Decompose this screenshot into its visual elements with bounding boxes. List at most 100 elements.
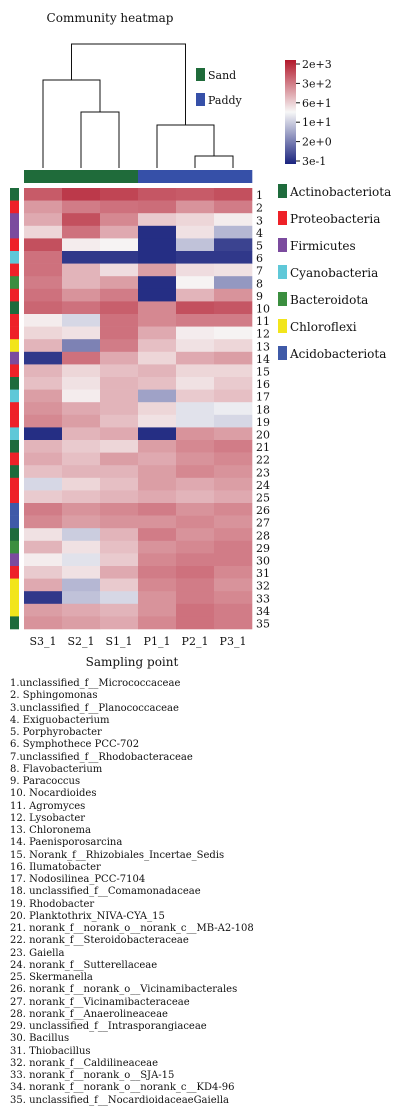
heatmap-cell: [100, 414, 139, 428]
row-label: 19: [256, 416, 270, 429]
phylum-bar-cell: [10, 326, 19, 340]
otu-list-item: 10. Nocardioides: [10, 788, 97, 800]
heatmap-cell: [24, 263, 63, 277]
heatmap-cell: [24, 490, 63, 504]
row-label: 11: [256, 315, 270, 328]
phylum-legend: Actinobacteriota Proteobacteria Firmicutes…: [278, 184, 391, 361]
color-scale-label: 3e-1: [302, 155, 326, 168]
otu-list-item: 23. Gaiella: [10, 947, 65, 959]
phylum-bar-cell: [10, 251, 19, 264]
phylum-bar-cell: [10, 465, 19, 479]
heatmap-cell: [138, 263, 177, 277]
heatmap-cell: [24, 389, 63, 403]
heatmap-cell: [62, 339, 101, 353]
heatmap-cell: [214, 251, 253, 264]
heatmap-cell: [176, 200, 215, 214]
row-phylum-bar: [10, 188, 19, 630]
otu-list-item: 1.unclassified_f__Micrococcaceae: [10, 678, 181, 689]
column-label: P1_1: [144, 635, 171, 648]
heatmap-cell: [100, 377, 139, 390]
heatmap-cell: [24, 377, 63, 390]
phylum-legend-swatch: [278, 238, 287, 252]
heatmap-cell: [214, 188, 253, 201]
phylum-legend-label: Cyanobacteria: [290, 266, 378, 280]
otu-list-item: 34. norank_f__norank_o__norank_c__KD4-96: [10, 1082, 235, 1094]
heatmap-cell: [62, 351, 101, 365]
column-label: S2_1: [67, 635, 94, 648]
otu-list-item: 3.unclassified_f__Planococcaceae: [10, 702, 179, 714]
column-labels: S3_1 S2_1 S1_1 P1_1 P2_1 P3_1: [29, 635, 246, 648]
heatmap-cell: [24, 225, 63, 239]
row-label: 28: [256, 529, 270, 542]
heatmap-cell: [214, 276, 253, 290]
legend-label: Paddy: [208, 94, 243, 107]
otu-list-item: 30. Bacillus: [10, 1033, 70, 1045]
phylum-bar-cell: [10, 351, 19, 365]
heatmap-cell: [214, 200, 253, 214]
heatmap-cell: [138, 616, 177, 630]
phylum-bar-cell: [10, 528, 19, 542]
heatmap-cell: [176, 377, 215, 390]
heatmap-cell: [24, 427, 63, 441]
phylum-bar-cell: [10, 377, 19, 390]
phylum-bar-cell: [10, 490, 19, 504]
heatmap-cell: [176, 452, 215, 466]
heatmap-cell: [62, 402, 101, 416]
phylum-bar-cell: [10, 288, 19, 302]
row-label: 10: [256, 303, 270, 316]
otu-list-item: 26. norank_f__norank_o__Vicinamibacteral…: [10, 984, 238, 996]
row-label: 26: [256, 504, 270, 517]
heatmap-cell: [138, 339, 177, 353]
heatmap-cell: [176, 477, 215, 491]
heatmap-cell: [138, 314, 177, 327]
heatmap-cell: [24, 528, 63, 542]
heatmap-cell: [24, 326, 63, 340]
heatmap-cell: [176, 503, 215, 516]
heatmap-cell: [176, 515, 215, 529]
heatmap-cell: [100, 389, 139, 403]
heatmap-cell: [138, 465, 177, 479]
phylum-bar-cell: [10, 225, 19, 239]
phylum-bar-cell: [10, 200, 19, 214]
otu-list-item: 11. Agromyces: [10, 800, 86, 812]
heatmap-cell: [176, 490, 215, 504]
heatmap-cell: [138, 301, 177, 315]
phylum-bar-cell: [10, 553, 19, 567]
phylum-bar-cell: [10, 188, 19, 201]
heatmap-cell: [24, 276, 63, 290]
heatmap-cell: [24, 288, 63, 302]
heatmap-cell: [100, 339, 139, 353]
row-label: 29: [256, 542, 270, 555]
heatmap-cell: [214, 288, 253, 302]
otu-list-item: 8. Flavobacterium: [10, 763, 103, 775]
row-label: 14: [256, 353, 270, 366]
heatmap-cell: [62, 427, 101, 441]
phylum-bar-cell: [10, 414, 19, 428]
column-dendrogram: [42, 43, 234, 168]
heatmap-cell: [62, 251, 101, 264]
heatmap-cell: [100, 276, 139, 290]
heatmap-cell: [176, 314, 215, 327]
group-bar-cell: [138, 170, 177, 183]
column-label: S1_1: [105, 635, 132, 648]
heatmap-cell: [176, 389, 215, 403]
heatmap-cell: [100, 238, 139, 252]
heatmap-cell: [138, 402, 177, 416]
heatmap-cell: [100, 326, 139, 340]
row-label: 9: [256, 290, 263, 303]
heatmap-cell: [176, 616, 215, 630]
row-label: 24: [256, 479, 270, 492]
phylum-bar-cell: [10, 364, 19, 378]
heatmap-cell: [138, 288, 177, 302]
otu-list-item: 2. Sphingomonas: [10, 690, 98, 702]
phylum-bar-cell: [10, 427, 19, 441]
column-label: S3_1: [29, 635, 56, 648]
phylum-legend-label: Chloroflexi: [290, 320, 357, 334]
heatmap-cell: [176, 276, 215, 290]
heatmap-cell: [100, 200, 139, 214]
sample-group-bar: [24, 170, 253, 183]
heatmap-cell: [176, 288, 215, 302]
heatmap-cell: [100, 213, 139, 227]
heatmap-cell: [24, 465, 63, 479]
phylum-bar-cell: [10, 566, 19, 579]
